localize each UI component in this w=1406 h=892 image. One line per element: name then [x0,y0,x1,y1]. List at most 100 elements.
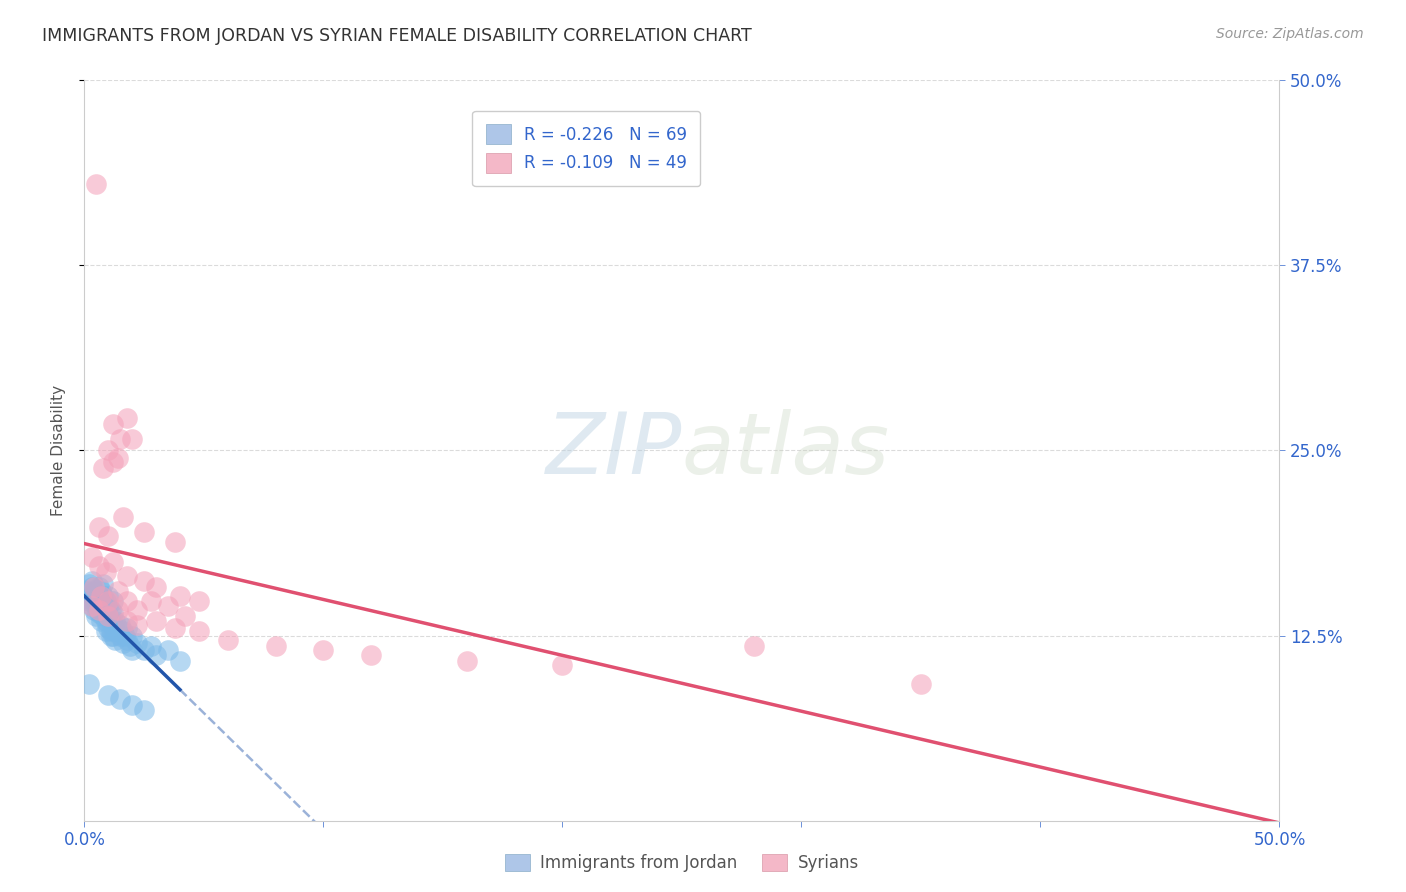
Legend: R = -0.226   N = 69, R = -0.109   N = 49: R = -0.226 N = 69, R = -0.109 N = 49 [472,111,700,186]
Point [217,632,239,647]
Point [87,580,110,594]
Point [114,628,136,642]
Point [83,584,105,599]
Point [97,599,120,613]
Point [132,574,156,588]
Point [121,628,143,642]
Point [110,618,132,632]
Point [97,688,120,702]
Point [94,624,117,639]
Point [87,603,110,617]
Point [157,599,180,613]
Point [107,584,129,599]
Point [97,443,120,458]
Point [110,692,132,706]
Point [117,632,139,647]
Point [107,450,129,465]
Point [101,628,124,642]
Point [110,628,132,642]
Point [90,594,112,608]
Point [264,639,287,653]
Point [87,607,110,621]
Point [101,594,124,608]
Point [125,603,148,617]
Point [121,698,143,713]
Point [90,589,112,603]
Point [117,569,139,583]
Point [742,639,765,653]
Point [93,589,115,603]
Text: ZIP: ZIP [546,409,682,492]
Point [86,589,108,603]
Point [87,589,110,603]
Point [125,636,148,650]
Point [86,594,108,608]
Point [145,580,167,594]
Text: atlas: atlas [682,409,890,492]
Point [77,576,100,591]
Point [169,654,191,668]
Point [87,599,110,613]
Point [83,580,105,594]
Point [83,603,105,617]
Point [94,614,117,628]
Point [80,580,103,594]
Point [90,584,112,599]
Point [86,599,108,613]
Point [117,594,139,608]
Point [83,591,105,606]
Point [93,599,115,613]
Point [107,621,129,635]
Point [173,609,195,624]
Point [169,589,191,603]
Point [97,621,120,635]
Point [100,614,122,628]
Point [94,594,117,608]
Point [76,584,98,599]
Point [97,529,120,543]
Point [551,658,574,673]
Text: IMMIGRANTS FROM JORDAN VS SYRIAN FEMALE DISABILITY CORRELATION CHART: IMMIGRANTS FROM JORDAN VS SYRIAN FEMALE … [42,27,752,45]
Y-axis label: Female Disability: Female Disability [51,384,66,516]
Point [101,417,124,431]
Point [121,432,143,446]
Point [77,591,100,606]
Point [104,632,127,647]
Point [80,599,103,613]
Point [121,643,143,657]
Point [104,624,127,639]
Point [93,461,115,475]
Point [360,648,382,662]
Point [111,624,134,639]
Point [165,621,187,635]
Point [87,558,110,573]
Point [86,609,108,624]
Point [165,535,187,549]
Point [97,609,120,624]
Point [80,599,103,613]
Point [111,510,134,524]
Point [145,614,167,628]
Point [107,603,129,617]
Text: Source: ZipAtlas.com: Source: ZipAtlas.com [1216,27,1364,41]
Point [910,677,932,691]
Point [80,550,103,565]
Point [117,410,139,425]
Point [100,624,122,639]
Point [145,648,167,662]
Point [101,455,124,469]
Point [312,643,335,657]
Point [110,432,132,446]
Point [101,555,124,569]
Point [188,594,211,608]
Point [111,636,134,650]
Point [141,594,163,608]
Point [456,654,478,668]
Point [104,614,127,628]
Point [100,628,122,642]
Point [125,618,148,632]
Point [101,607,124,621]
Point [118,639,141,653]
Point [101,618,124,632]
Point [80,574,103,588]
